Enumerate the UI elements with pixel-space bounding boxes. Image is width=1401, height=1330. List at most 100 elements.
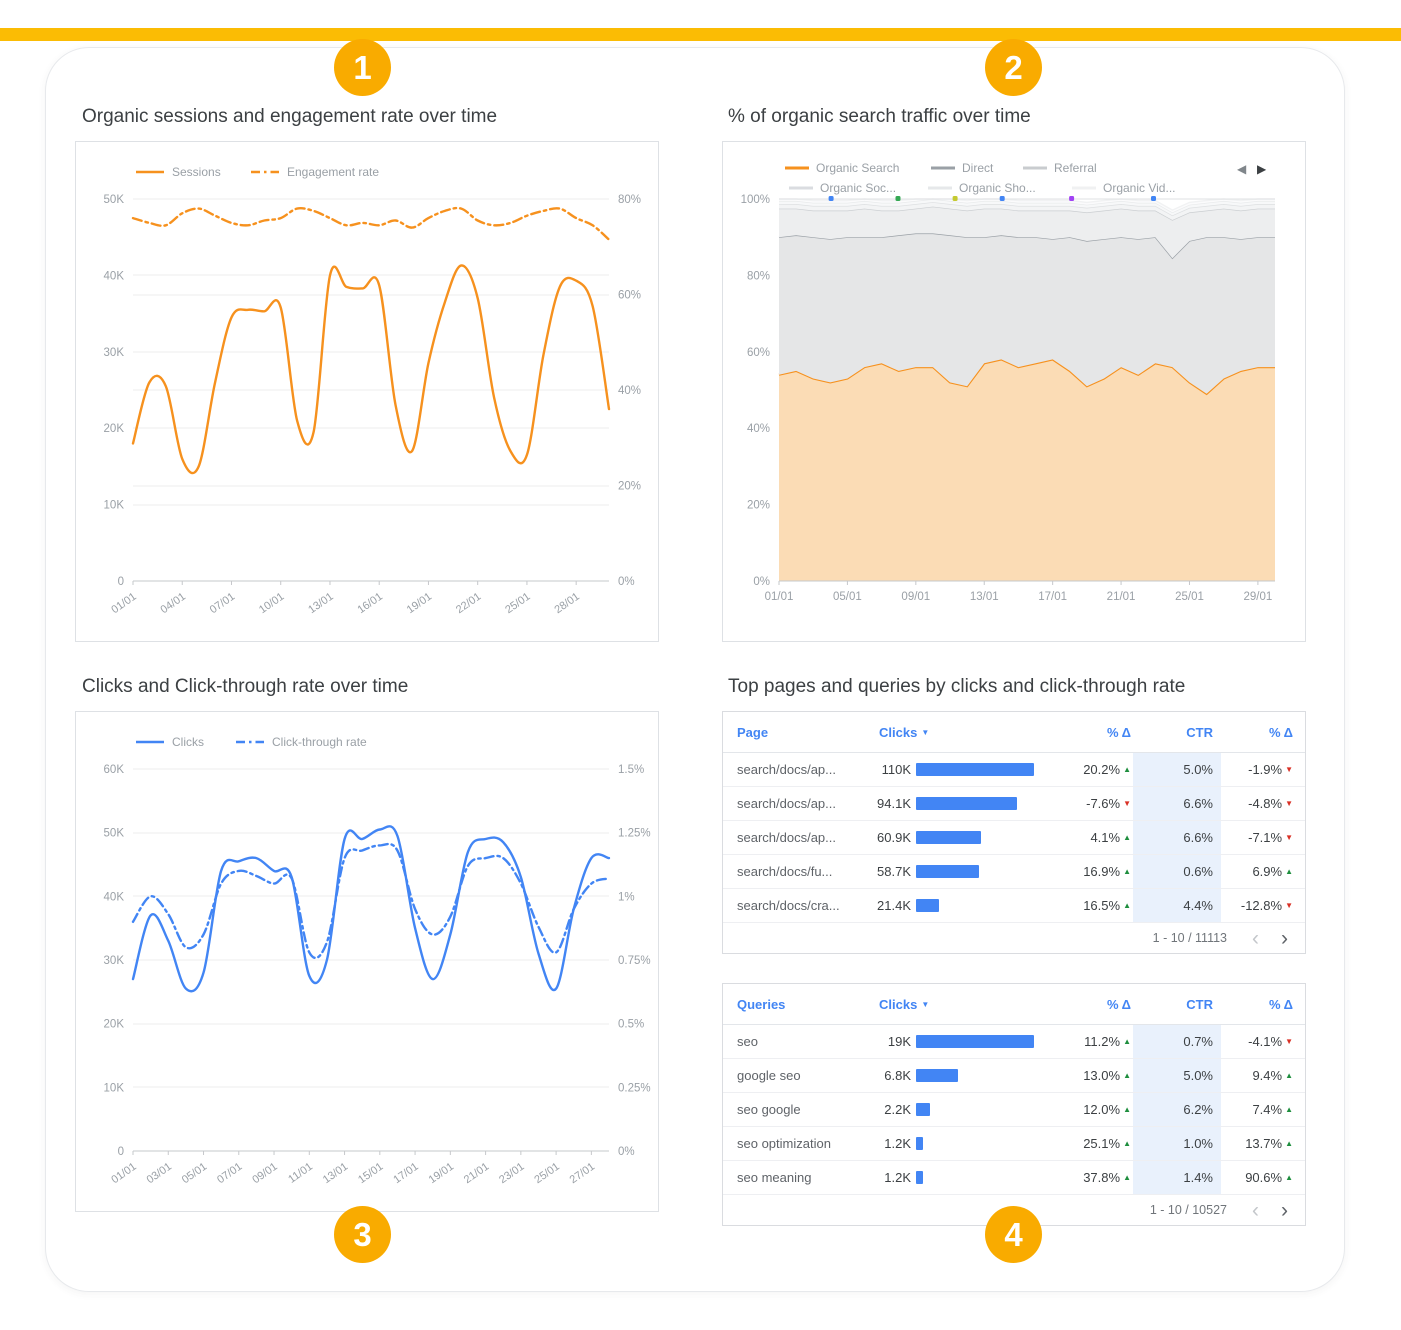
col-header-page[interactable]: Page <box>723 712 855 752</box>
row-label: seo google <box>737 1102 801 1117</box>
column-header-label: % Δ <box>1268 996 1293 1012</box>
svg-text:1%: 1% <box>618 891 635 903</box>
svg-text:40K: 40K <box>104 891 125 903</box>
col-header-clicks[interactable]: Clicks ▼ <box>855 984 1045 1024</box>
table-row: search/docs/ap... 60.9K 4.1% ▲ 6.6% -7.1% ▼ <box>723 821 1305 855</box>
svg-text:0%: 0% <box>618 576 635 588</box>
svg-text:22/01: 22/01 <box>454 591 483 617</box>
svg-text:25/01: 25/01 <box>532 1161 561 1187</box>
table-row: search/docs/cra... 21.4K 16.5% ▲ 4.4% -12.8% ▼ <box>723 889 1305 923</box>
svg-text:60%: 60% <box>747 347 770 359</box>
clicks-bar <box>916 899 939 912</box>
sessions-engagement-chart[interactable]: 0 10K 20K 30K 40K 50K 0% 20% 40% 60% 80% 01/01 04/01… <box>76 142 658 641</box>
delta-cell: 16.5% ▲ <box>1083 898 1131 913</box>
clicks-value: 19K <box>887 1034 911 1049</box>
pagination-next-button[interactable]: › <box>1281 926 1288 950</box>
svg-text:80%: 80% <box>747 270 770 282</box>
svg-text:23/01: 23/01 <box>497 1161 526 1187</box>
svg-text:13/01: 13/01 <box>321 1161 350 1187</box>
delta-cell: 90.6% ▲ <box>1245 1170 1293 1185</box>
clicks-chart-title: Clicks and Click-through rate over time <box>82 676 409 697</box>
svg-text:11/01: 11/01 <box>286 1161 315 1186</box>
svg-text:Organic Sho...: Organic Sho... <box>959 181 1036 195</box>
stacked-areas <box>778 198 1275 582</box>
delta-cell: 20.2% ▲ <box>1083 762 1131 777</box>
row-label: seo <box>737 1034 758 1049</box>
series-point-markers <box>828 196 1156 201</box>
delta-cell: 11.2% ▲ <box>1084 1034 1131 1049</box>
pagination-next-button[interactable]: › <box>1281 1198 1288 1222</box>
clicks-ctr-chart[interactable]: 0 10K 20K 30K 40K 50K 60K 0% 0.25% 0.5% 0.75% 1% 1.2… <box>76 712 658 1211</box>
y-axis-right-labels: 0% 20% 40% 60% 80% <box>618 194 641 588</box>
svg-text:17/01: 17/01 <box>391 1161 420 1187</box>
table-row: seo optimization 1.2K 25.1% ▲ 1.0% 13.7% ▲ <box>723 1127 1305 1161</box>
col-header-delta-1[interactable]: % Δ <box>1045 984 1133 1024</box>
pagination-prev-button[interactable]: ‹ <box>1252 926 1259 950</box>
col-header-delta-2[interactable]: % Δ <box>1221 712 1305 752</box>
sessions-chart-title: Organic sessions and engagement rate ove… <box>82 106 498 127</box>
svg-text:Referral: Referral <box>1054 161 1097 175</box>
increase-arrow-icon: ▲ <box>1123 1104 1131 1114</box>
column-header-label: Clicks <box>879 996 918 1012</box>
svg-text:28/01: 28/01 <box>552 591 581 617</box>
delta-cell: 12.0% ▲ <box>1083 1102 1131 1117</box>
table-pagination: 1 - 10 / 10527 ‹ › <box>723 1195 1305 1225</box>
col-header-queries[interactable]: Queries <box>723 984 855 1024</box>
decrease-arrow-icon: ▼ <box>1285 900 1293 910</box>
ctr-cell: 6.6% <box>1133 787 1221 820</box>
col-header-delta-1[interactable]: % Δ <box>1045 712 1133 752</box>
legend: Clicks Click-through rate <box>136 735 367 749</box>
legend-prev-arrow[interactable]: ◀ <box>1237 162 1247 176</box>
svg-text:Organic Soc...: Organic Soc... <box>820 181 896 195</box>
clicks-bar <box>916 763 1034 776</box>
svg-text:40%: 40% <box>618 385 641 397</box>
svg-text:60%: 60% <box>618 290 641 302</box>
svg-text:21/01: 21/01 <box>462 1161 491 1187</box>
row-label: search/docs/ap... <box>737 830 836 845</box>
increase-arrow-icon: ▲ <box>1285 866 1293 876</box>
delta-cell: -4.1% ▼ <box>1248 1034 1293 1049</box>
svg-text:07/01: 07/01 <box>215 1161 244 1187</box>
increase-arrow-icon: ▲ <box>1123 1138 1131 1148</box>
series-lines <box>131 206 611 475</box>
row-label: search/docs/ap... <box>737 762 836 777</box>
clicks-bar <box>916 865 979 878</box>
organic-share-chart-title: % of organic search traffic over time <box>728 106 1031 127</box>
svg-text:50K: 50K <box>104 194 125 206</box>
clicks-value: 94.1K <box>877 796 911 811</box>
svg-text:05/01: 05/01 <box>180 1161 209 1187</box>
svg-text:Sessions: Sessions <box>172 165 221 179</box>
step-badge-4: 4 <box>985 1206 1042 1263</box>
sessions-chart-panel: 0 10K 20K 30K 40K 50K 0% 20% 40% 60% 80% 01/01 04/01… <box>75 141 659 642</box>
svg-text:0: 0 <box>118 576 124 588</box>
svg-text:20%: 20% <box>747 500 770 512</box>
column-header-label: CTR <box>1186 724 1213 740</box>
col-header-ctr[interactable]: CTR <box>1133 712 1221 752</box>
ctr-cell: 5.0% <box>1133 1059 1221 1092</box>
svg-text:01/01: 01/01 <box>765 591 794 603</box>
sort-caret-icon: ▼ <box>921 727 930 737</box>
svg-text:0.5%: 0.5% <box>618 1019 644 1031</box>
increase-arrow-icon: ▲ <box>1123 1172 1131 1182</box>
organic-share-chart[interactable]: 0% 20% 40% 60% 80% 100% 01/01 05/01 09/01 13/01 17… <box>723 142 1305 641</box>
col-header-ctr[interactable]: CTR <box>1133 984 1221 1024</box>
clicks-bar <box>916 1103 930 1116</box>
clicks-value: 2.2K <box>884 1102 911 1117</box>
sort-caret-icon: ▼ <box>921 999 930 1009</box>
legend-next-arrow[interactable]: ▶ <box>1257 162 1267 176</box>
col-header-clicks[interactable]: Clicks ▼ <box>855 712 1045 752</box>
pagination-prev-button[interactable]: ‹ <box>1252 1198 1259 1222</box>
y-axis-labels: 0% 20% 40% 60% 80% 100% <box>741 194 770 588</box>
svg-text:0%: 0% <box>753 576 770 588</box>
column-header-label: Clicks <box>879 724 918 740</box>
clicks-cell: 60.9K <box>855 821 1045 854</box>
svg-text:1.25%: 1.25% <box>618 828 651 840</box>
clicks-bar <box>916 1035 1034 1048</box>
col-header-delta-2[interactable]: % Δ <box>1221 984 1305 1024</box>
series-lines <box>131 825 611 993</box>
step-badge-3: 3 <box>334 1206 391 1263</box>
table-row: seo meaning 1.2K 37.8% ▲ 1.4% 90.6% ▲ <box>723 1161 1305 1195</box>
ctr-cell: 1.4% <box>1133 1161 1221 1194</box>
table-row: seo 19K 11.2% ▲ 0.7% -4.1% ▼ <box>723 1025 1305 1059</box>
